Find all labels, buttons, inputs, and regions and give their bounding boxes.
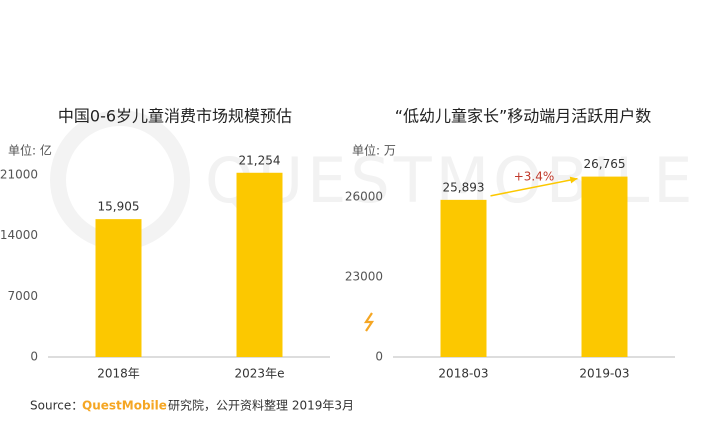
value-label: 25,893 — [443, 180, 485, 194]
x-tick-label: 2023年e — [235, 367, 285, 381]
y-tick-label: 14000 — [0, 228, 38, 242]
y-tick-label: 0 — [375, 350, 383, 364]
chart-title: 中国0-6岁儿童消费市场规模预估 — [58, 107, 292, 126]
bar — [440, 199, 487, 357]
source-text: 研究院，公开资料整理 2019年3月 — [168, 398, 354, 413]
value-label: 26,765 — [584, 157, 626, 171]
unit-label: 单位: 万 — [352, 143, 396, 158]
x-tick-label: 2018年 — [97, 367, 140, 381]
y-tick-label: 21000 — [0, 167, 38, 181]
value-label: 21,254 — [239, 153, 281, 167]
x-tick-label: 2018-03 — [438, 367, 488, 381]
source-label: Source： — [30, 399, 83, 413]
growth-arrow-head — [569, 176, 578, 184]
y-tick-label: 23000 — [345, 270, 383, 284]
value-label: 15,905 — [98, 200, 140, 214]
y-tick-label: 26000 — [345, 190, 383, 204]
chart-title: “低幼儿童家长”移动端月活跃用户数 — [395, 107, 652, 126]
annotation: +3.4% — [514, 170, 555, 184]
growth-arrow — [490, 177, 578, 197]
axis-break-symbol — [363, 312, 375, 332]
bar — [581, 176, 628, 357]
bar — [236, 172, 283, 357]
source-brand: QuestMobile — [82, 399, 167, 413]
bar — [95, 219, 142, 357]
unit-label: 单位: 亿 — [8, 143, 52, 158]
y-tick-label: 7000 — [7, 289, 38, 303]
y-tick-label: 0 — [30, 350, 38, 364]
x-tick-label: 2019-03 — [579, 367, 629, 381]
